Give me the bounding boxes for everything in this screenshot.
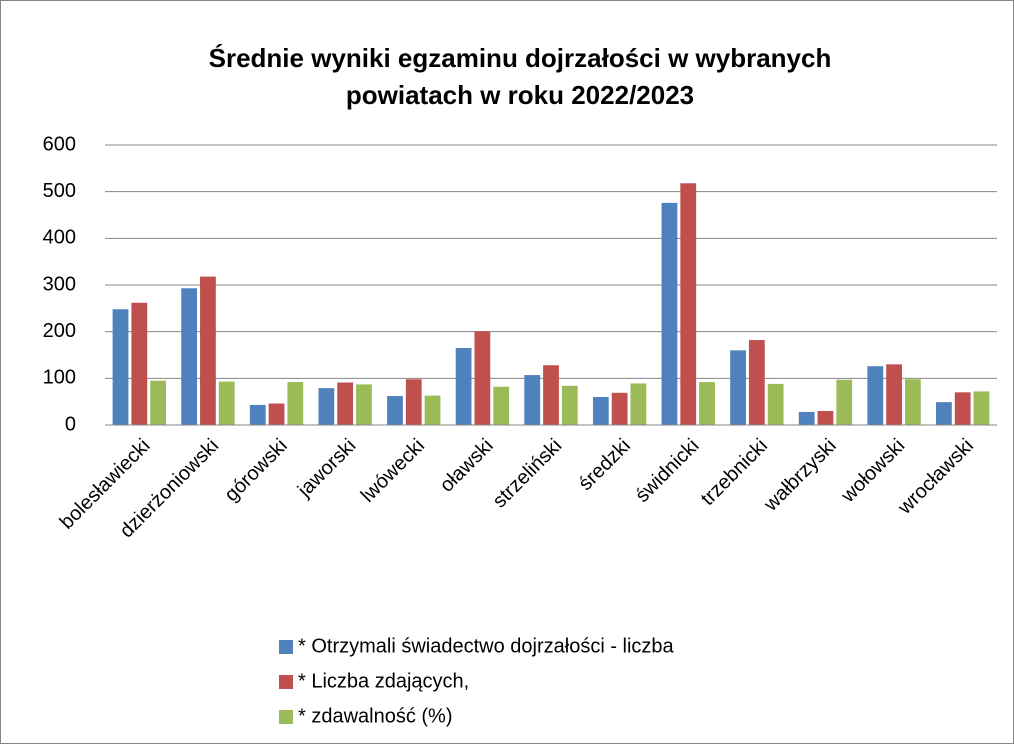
bar [817, 411, 834, 425]
bar [543, 365, 559, 425]
bar [200, 276, 216, 425]
bar [867, 366, 884, 425]
legend-label: * Liczba zdających, [298, 670, 469, 692]
y-tick-label: 400 [43, 227, 76, 249]
bar [387, 396, 403, 425]
bar [748, 340, 765, 425]
bar [181, 288, 198, 425]
bar [405, 379, 422, 425]
bar [973, 391, 990, 425]
bar [680, 183, 697, 425]
legend-swatch [279, 710, 293, 724]
bar [798, 411, 815, 425]
bar [424, 395, 441, 425]
bar [661, 202, 678, 425]
bar [630, 383, 647, 425]
y-tick-label: 0 [65, 413, 76, 435]
bar [954, 392, 971, 425]
bar [936, 402, 952, 425]
bar [836, 379, 853, 425]
legend-swatch [279, 640, 293, 654]
bar [356, 384, 372, 425]
bar [730, 350, 746, 425]
bar [592, 397, 609, 425]
chart-title: Średnie wyniki egzaminu dojrzałości w wy… [209, 43, 832, 110]
bar [150, 380, 166, 425]
y-tick-label: 600 [43, 133, 76, 155]
bar [112, 309, 129, 425]
bar [474, 331, 491, 425]
bar [767, 383, 784, 425]
bar [699, 382, 715, 425]
y-tick-label: 100 [43, 367, 76, 389]
bar [131, 302, 148, 425]
bar [904, 379, 921, 425]
bar [337, 382, 354, 425]
y-tick-label: 200 [43, 320, 76, 342]
legend-label: * Otrzymali świadectwo dojrzałości - lic… [298, 635, 675, 657]
bar [611, 392, 628, 425]
bar [561, 385, 578, 425]
bar [493, 386, 510, 425]
bar [268, 403, 285, 425]
bar [524, 375, 541, 425]
legend-label: * zdawalność (%) [298, 705, 453, 727]
bar [249, 404, 266, 425]
bar [886, 364, 902, 425]
bar [218, 381, 235, 425]
bar [287, 382, 304, 425]
y-tick-label: 500 [43, 180, 76, 202]
bar [318, 388, 335, 425]
y-tick-label: 300 [43, 273, 76, 295]
bar [455, 348, 472, 425]
legend-swatch [279, 675, 293, 689]
